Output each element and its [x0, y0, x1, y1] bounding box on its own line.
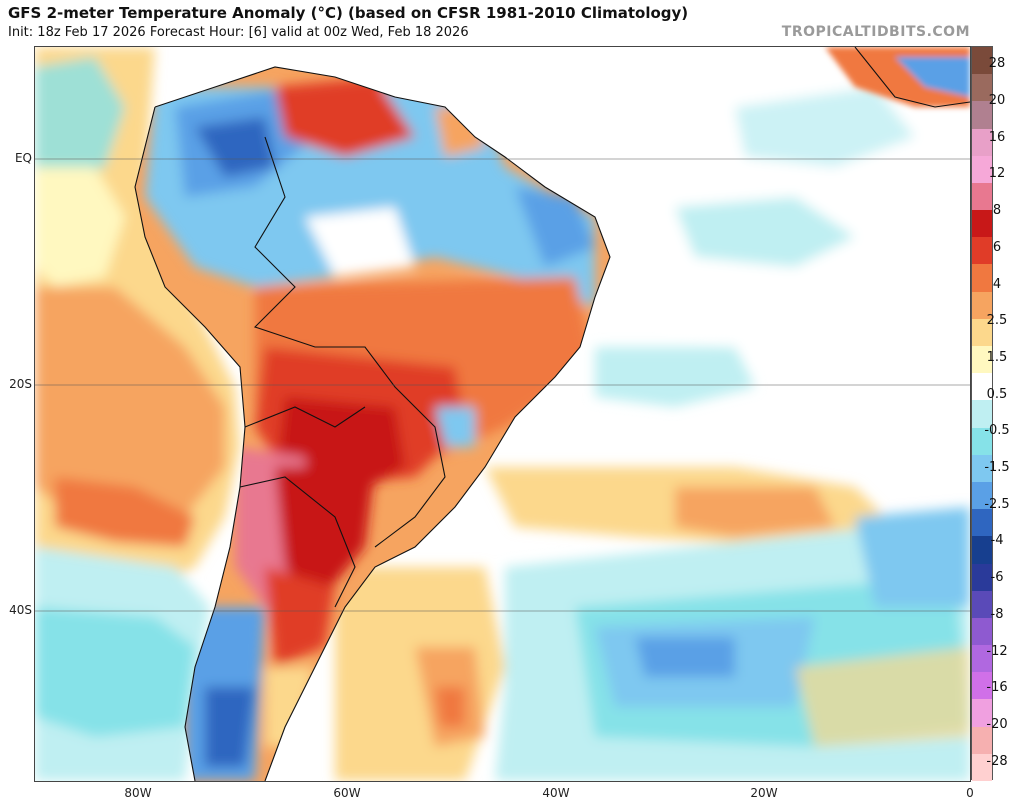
- colorbar-segment: [972, 400, 992, 429]
- colorbar-segment: [972, 645, 992, 673]
- colorbar-segment: [972, 699, 992, 728]
- colorbar-label: -2.5: [984, 496, 1010, 512]
- colorbar-label: 8: [992, 203, 1002, 219]
- colorbar-segment: [972, 291, 992, 320]
- colorbar-segment: [972, 182, 992, 211]
- colorbar-segment: [972, 373, 992, 401]
- graticule: [35, 158, 970, 612]
- colorbar-segment: [972, 318, 992, 347]
- colorbar-label: -28: [986, 753, 1008, 769]
- colorbar-label: -8: [990, 606, 1004, 622]
- lon-label-60w: 60W: [333, 786, 361, 800]
- colorbar-label: -0.5: [984, 423, 1010, 439]
- colorbar-segment: [972, 563, 992, 592]
- colorbar-segment: [972, 753, 992, 782]
- colorbar-label: 12: [988, 166, 1006, 182]
- atlantic-anomaly-field: [335, 67, 970, 781]
- colorbar-label: 0.5: [986, 386, 1008, 402]
- colorbar-label: -4: [990, 533, 1004, 549]
- colorbar-segment: [972, 47, 992, 75]
- colorbar-label: 4: [992, 276, 1002, 292]
- colorbar-segment: [972, 346, 992, 374]
- colorbar-segment: [972, 74, 992, 102]
- colorbar-label: 28: [988, 56, 1006, 72]
- colorbar-label: 20: [988, 93, 1006, 109]
- colorbar-segment: [972, 481, 992, 510]
- lat-label-eq: EQ: [14, 151, 32, 165]
- colorbar-label: -1.5: [984, 460, 1010, 476]
- colorbar: [971, 46, 993, 782]
- colorbar-segment: [972, 726, 992, 755]
- coastlines: [134, 47, 970, 781]
- colorbar-segment: [972, 536, 992, 564]
- colorbar-label: -6: [990, 570, 1004, 586]
- anomaly-map: [35, 47, 970, 781]
- colorbar-segment: [972, 210, 992, 238]
- lon-label-20w: 20W: [750, 786, 778, 800]
- colorbar-label: -12: [986, 643, 1008, 659]
- colorbar-label: 6: [992, 239, 1002, 255]
- colorbar-segment: [972, 509, 992, 537]
- lat-label-20s: 20S: [9, 377, 32, 391]
- map-subtitle: Init: 18z Feb 17 2026 Forecast Hour: [6]…: [8, 25, 469, 40]
- colorbar-segment: [972, 454, 992, 483]
- colorbar-label: -20: [986, 716, 1008, 732]
- colorbar-label: 1.5: [986, 349, 1008, 365]
- map-panel: [34, 46, 971, 782]
- colorbar-segment: [972, 672, 992, 700]
- colorbar-segment: [972, 427, 992, 456]
- colorbar-label: -16: [986, 680, 1008, 696]
- colorbar-segment: [972, 590, 992, 619]
- pacific-anomaly-field: [35, 47, 240, 781]
- lon-label-40w: 40W: [542, 786, 570, 800]
- lon-label-0: 0: [966, 786, 974, 800]
- colorbar-segment: [972, 155, 992, 184]
- colorbar-label: 16: [988, 129, 1006, 145]
- africa-corner-field: [825, 47, 970, 107]
- lon-label-80w: 80W: [124, 786, 152, 800]
- map-title: GFS 2-meter Temperature Anomaly (°C) (ba…: [8, 4, 689, 22]
- colorbar-segment: [972, 128, 992, 157]
- colorbar-label: 2.5: [986, 313, 1008, 329]
- colorbar-segment: [972, 264, 992, 293]
- brand-watermark: TROPICALTIDBITS.COM: [781, 24, 970, 40]
- lat-label-40s: 40S: [9, 603, 32, 617]
- colorbar-segment: [972, 101, 992, 130]
- colorbar-segment: [972, 237, 992, 265]
- colorbar-segment: [972, 617, 992, 646]
